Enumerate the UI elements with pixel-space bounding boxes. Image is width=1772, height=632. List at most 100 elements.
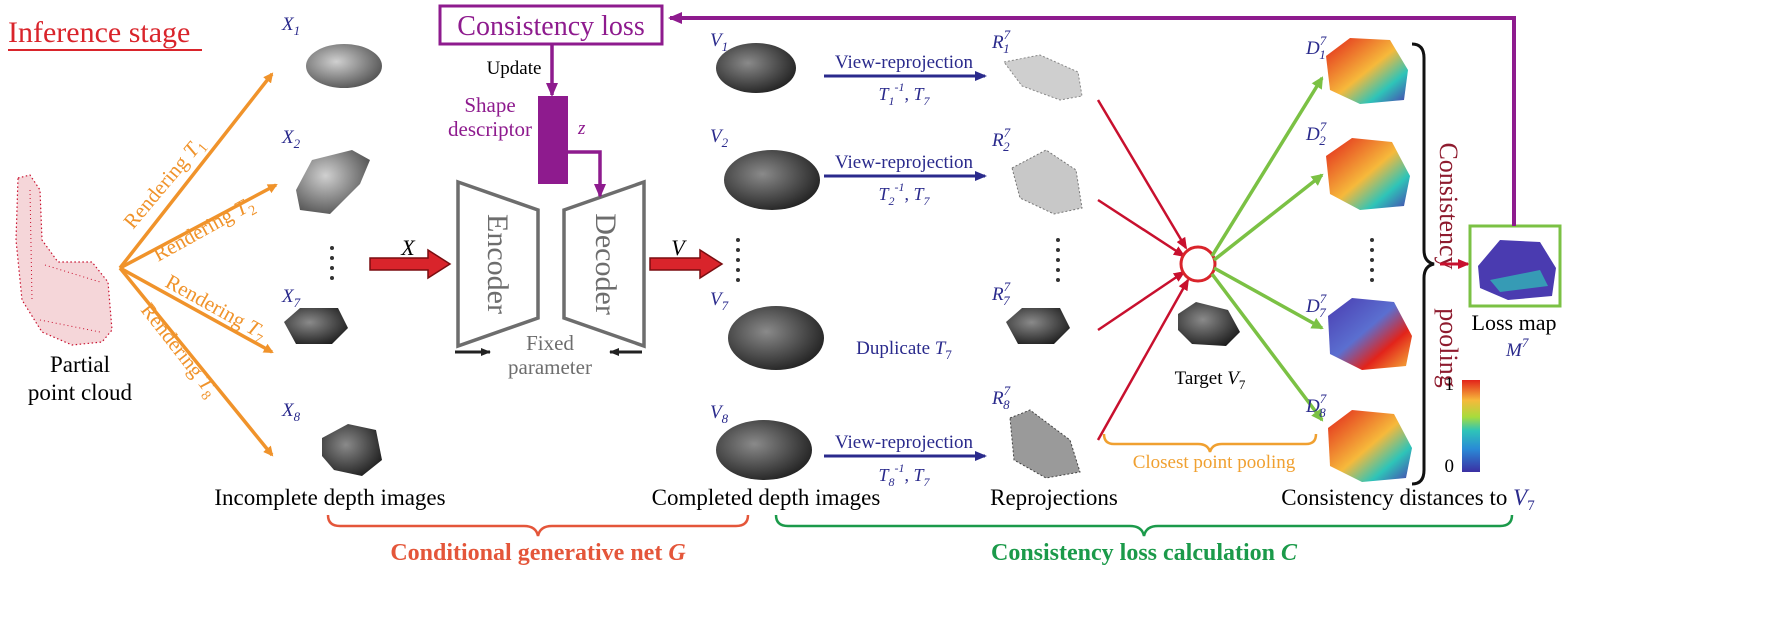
reproj-label-8: R7 8 <box>991 383 1011 412</box>
rendering-arrow-8 <box>118 266 274 457</box>
ellipsis-distances <box>1370 238 1374 282</box>
fixed-line1: Fixed <box>526 331 574 355</box>
decoder-block <box>562 179 646 349</box>
ellipsis-completed <box>736 238 740 282</box>
pooling-node <box>1179 245 1217 283</box>
incomplete-label-7: X7 <box>281 286 301 310</box>
shape-desc-line2: descriptor <box>448 117 532 141</box>
distance-label-8: D7 8 <box>1305 391 1327 420</box>
completed-depth-image-8 <box>716 420 812 480</box>
distances-brace <box>1411 42 1435 486</box>
closest-pool-label: Closest point pooling <box>1133 452 1296 473</box>
view-reproj-label-2: View-reprojection <box>835 152 974 173</box>
green-arrow-2 <box>1212 173 1324 262</box>
loss-map-sym: M7 <box>1505 335 1529 361</box>
gen-net-brace <box>326 514 750 537</box>
completed-label-7: V7 <box>710 289 729 313</box>
svg-text:Rendering T2: Rendering T2 <box>149 191 260 270</box>
incomplete-depth-image-2 <box>296 150 370 214</box>
reproj-transform-8: T8-1, T7 <box>878 461 930 489</box>
partial-point-cloud <box>15 174 113 346</box>
rendering-arrow-7 <box>119 266 274 354</box>
encoder-label: Encoder <box>481 214 514 314</box>
v-arrow <box>649 248 724 280</box>
loss-map-label: Loss map <box>1472 310 1557 335</box>
colorbar <box>1462 380 1480 472</box>
completed-label-2: V2 <box>710 126 729 150</box>
rendering-arrow-2 <box>119 183 278 270</box>
loss-calc-label: Consistency loss calculation C <box>991 540 1298 566</box>
red-arrow-2 <box>1097 198 1186 258</box>
colorbar-min: 0 <box>1445 456 1455 477</box>
loss-map-highlight <box>1490 270 1548 292</box>
z-arrow <box>568 150 606 198</box>
reproj-label-2: R7 2 <box>991 125 1011 154</box>
distance-label-7: D7 7 <box>1305 291 1327 320</box>
stage-title: Inference stage <box>8 16 190 49</box>
incomplete-label-2: X2 <box>281 127 301 151</box>
reprojection-image-1 <box>1003 54 1083 101</box>
shape-desc-line1: Shape <box>464 93 515 117</box>
incomplete-depth-image-7 <box>284 308 348 344</box>
red-arrow-7 <box>1097 270 1186 332</box>
gen-net-label: Conditional generative net G <box>390 540 686 566</box>
x-arrow-label: X <box>400 235 416 260</box>
z-label: z <box>577 118 586 139</box>
consistency-loss-label: Consistency loss <box>457 11 644 42</box>
distance-label-1: D7 1 <box>1305 33 1327 62</box>
reproj-transform-2: T2-1, T7 <box>878 180 930 208</box>
incomplete-label-8: X8 <box>281 400 301 424</box>
green-arrow-7 <box>1213 266 1324 330</box>
consistency-loss-box <box>438 4 664 46</box>
completed-caption: Completed depth images <box>652 485 881 510</box>
view-reproj-label-1: View-reprojection <box>835 52 974 73</box>
reproj-label-1: R7 1 <box>991 27 1011 56</box>
red-arrow-1 <box>1096 99 1188 250</box>
decoder-label: Decoder <box>589 213 622 315</box>
consistency-pooling-label: Consistency pooling <box>1434 142 1463 387</box>
distance-image-7 <box>1328 298 1412 370</box>
distance-label-2: D7 2 <box>1305 119 1327 148</box>
green-arrow-8 <box>1210 272 1324 422</box>
input-label-line2: point cloud <box>28 380 133 405</box>
ellipsis-reprojections <box>1056 238 1060 282</box>
reprojection-image-2 <box>1011 149 1083 215</box>
svg-text:Consistency: Consistency <box>1434 142 1463 269</box>
incomplete-label-1: X1 <box>281 14 300 38</box>
rendering-arrow-1 <box>118 72 274 270</box>
svg-text:Decoder: Decoder <box>589 213 622 315</box>
target-label: Target V7 <box>1175 368 1246 392</box>
target-depth-image <box>1178 302 1240 346</box>
completed-label-8: V8 <box>710 402 729 426</box>
feedback-arrow <box>668 12 1516 226</box>
shape-descriptor-bar <box>538 96 568 184</box>
distance-image-8 <box>1328 410 1412 482</box>
reprojection-image-8 <box>1009 409 1081 479</box>
red-arrow-8 <box>1096 278 1190 441</box>
loss-calc-brace <box>774 514 1514 537</box>
completed-depth-image-7 <box>728 306 824 370</box>
distances-caption: Consistency distances to V7 <box>1281 485 1535 514</box>
incomplete-depth-image-1 <box>306 44 382 88</box>
distance-image-2 <box>1326 138 1410 210</box>
encoder-block <box>456 179 540 349</box>
svg-text:pooling: pooling <box>1434 308 1463 387</box>
reproj-caption: Reprojections <box>990 485 1118 510</box>
closest-pool-brace <box>1102 433 1318 453</box>
completed-depth-image-2 <box>724 150 820 210</box>
fixed-line2: parameter <box>508 355 592 379</box>
incomplete-caption: Incomplete depth images <box>214 485 445 510</box>
reproj-transform-1: T1-1, T7 <box>878 80 930 108</box>
x-arrow <box>369 248 452 280</box>
completed-label-1: V1 <box>710 30 728 54</box>
svg-text:Encoder: Encoder <box>481 214 514 314</box>
ellipsis-incomplete <box>330 246 334 280</box>
completed-depth-image-1 <box>716 43 796 93</box>
reproj-label-7: R7 7 <box>991 279 1011 308</box>
v-arrow-label: V <box>671 235 687 260</box>
colorbar-max: 1 <box>1445 374 1455 395</box>
distance-image-1 <box>1326 38 1408 104</box>
incomplete-depth-image-8 <box>322 424 382 476</box>
update-label: Update <box>487 58 542 79</box>
